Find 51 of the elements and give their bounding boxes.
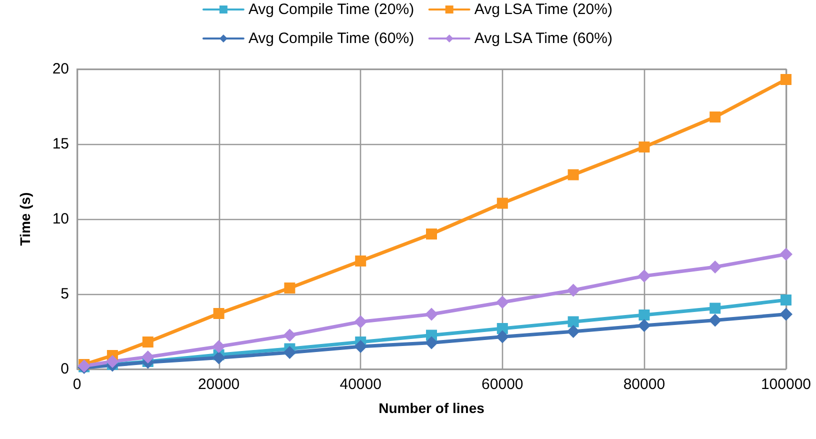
point (141, 350, 154, 364)
point (355, 256, 366, 266)
point (354, 340, 368, 353)
point (496, 296, 509, 309)
point (354, 315, 368, 328)
legend-label: Avg LSA Time (20%) (474, 1, 612, 18)
point (212, 351, 226, 364)
point (710, 302, 721, 314)
y-tick-label: 5 (60, 286, 69, 302)
point (708, 314, 722, 327)
x-tick-label: 100000 (760, 376, 812, 393)
x-tick-label: 40000 (340, 376, 382, 393)
point (213, 308, 224, 319)
legend-label: Avg Compile Time (60%) (248, 30, 414, 47)
point (638, 310, 650, 320)
point (638, 142, 650, 152)
point (425, 308, 438, 321)
y-axis-title: Time (s) (17, 192, 33, 246)
point (780, 308, 792, 321)
point (638, 319, 651, 332)
point (106, 355, 119, 368)
point (780, 294, 792, 306)
point (638, 270, 651, 282)
point (566, 284, 580, 297)
point (708, 260, 722, 274)
point (426, 228, 437, 240)
y-tick-label: 20 (52, 60, 69, 78)
point (780, 74, 792, 85)
point (710, 112, 721, 122)
point (283, 346, 296, 359)
point (566, 325, 580, 338)
point (568, 316, 579, 328)
x-tick-label: 80000 (623, 376, 666, 393)
x-tick-label: 60000 (482, 376, 524, 393)
x-axis-title: Number of lines (378, 400, 485, 416)
y-tick-label: 0 (60, 360, 69, 378)
point (142, 336, 154, 348)
point (568, 169, 579, 180)
y-tick-label: 10 (52, 210, 69, 228)
point (496, 330, 509, 344)
point (780, 248, 792, 261)
point (425, 336, 438, 350)
legend-label: Avg Compile Time (20%) (248, 1, 414, 18)
legend-label: Avg LSA Time (60%) (474, 30, 612, 47)
point (496, 198, 508, 209)
y-tick-label: 15 (52, 136, 69, 152)
point (212, 340, 226, 353)
x-tick-label: 0 (72, 376, 82, 393)
x-tick-label: 20000 (198, 376, 240, 393)
point (283, 328, 296, 342)
point (284, 282, 296, 294)
